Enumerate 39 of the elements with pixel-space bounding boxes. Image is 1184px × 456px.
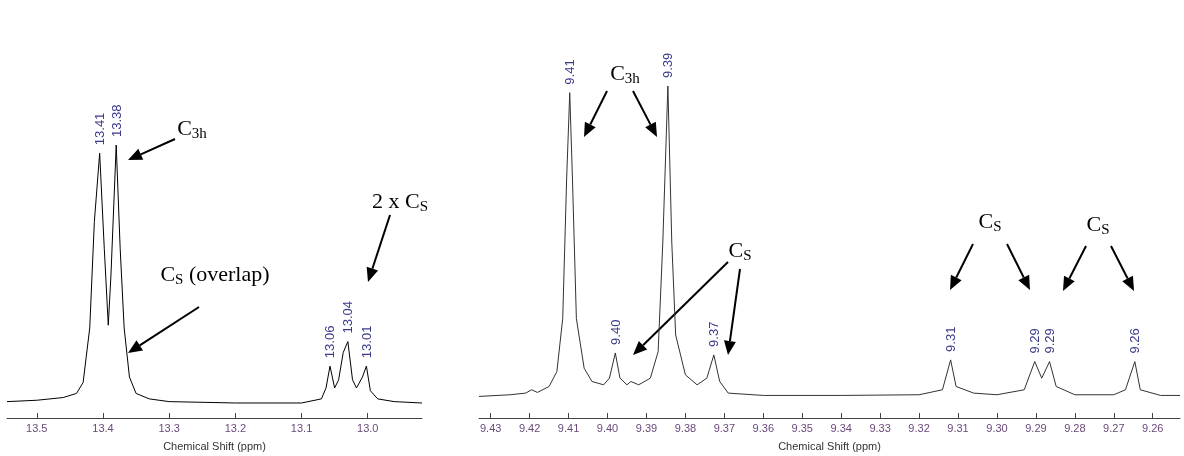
annotation: 13.06 [322,325,338,359]
x-tick-label: 13.3 [158,421,180,434]
annotation: 13.04 [340,301,356,334]
annotation: 9.37 [706,321,722,347]
annotation: 9.29 [1027,328,1043,354]
x-axis-title: Chemical Shift (ppm) [163,439,266,452]
x-tick-label: 9.34 [830,421,852,434]
x-tick-label: 9.41 [557,421,580,434]
x-tick-label: 9.29 [1025,421,1047,434]
x-tick-label: 13.4 [92,421,114,434]
x-tick-label: 9.43 [479,421,502,434]
x-tick-label: 13.0 [357,421,379,434]
annotation: 9.39 [660,52,676,78]
x-tick-label: 9.38 [674,421,697,434]
annotation: 9.41 [562,59,578,85]
x-tick-label: 9.33 [869,421,891,434]
x-tick-label: 13.5 [26,421,48,434]
x-tick-label: 9.31 [947,421,969,434]
x-tick-label: 9.28 [1064,421,1086,434]
annotation: 9.40 [607,319,623,345]
x-tick-label: 9.35 [791,421,813,434]
annotation: 13.41 [92,112,108,146]
annotation: 13.38 [108,104,124,137]
x-tick-label: 9.30 [986,421,1008,434]
x-axis-title: Chemical Shift (ppm) [778,439,881,452]
x-tick-label: 9.32 [908,421,930,434]
x-tick-label: 9.39 [635,421,658,434]
annotation: 9.31 [943,326,959,352]
x-tick-label: 9.37 [713,421,736,434]
x-tick-label: 9.36 [752,421,775,434]
annotation: 9.26 [1127,328,1143,354]
x-tick-label: 9.26 [1142,421,1164,434]
x-tick-label: 9.40 [596,421,619,434]
annotation: 9.29 [1042,328,1058,354]
x-tick-label: 13.2 [224,421,247,434]
annotation: 13.01 [358,325,374,359]
x-tick-label: 13.1 [290,421,313,434]
x-tick-label: 9.27 [1103,421,1125,434]
x-tick-label: 9.42 [518,421,541,434]
